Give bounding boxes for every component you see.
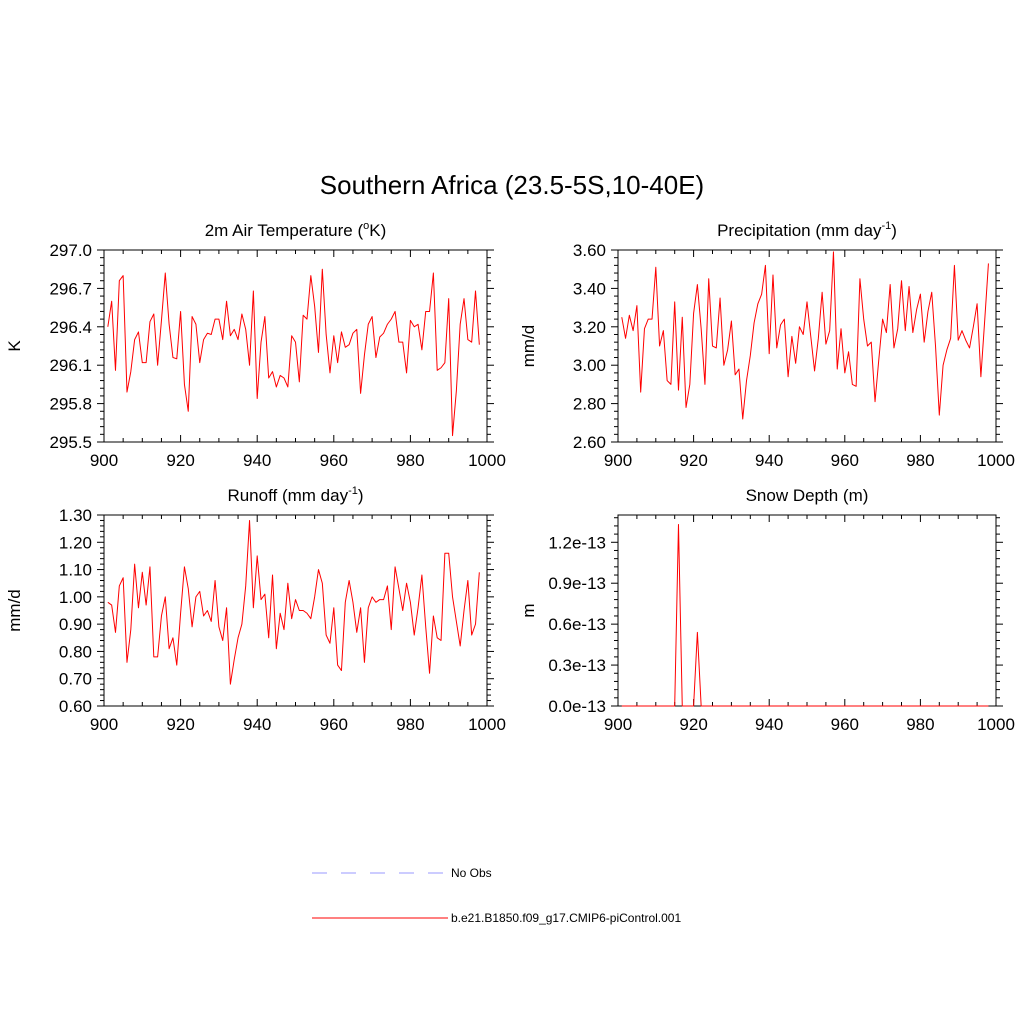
y-tick-label: 295.8 <box>49 395 92 414</box>
panel-title-suffix: ) <box>891 221 897 240</box>
panel-title-superscript: o <box>363 220 369 232</box>
y-tick-label: 2.80 <box>573 395 606 414</box>
series-line <box>621 251 989 420</box>
y-tick-label: 2.60 <box>573 433 606 452</box>
y-tick-label: 0.6e-13 <box>548 615 606 634</box>
y-tick-label: 0.90 <box>59 615 92 634</box>
x-tick-label: 900 <box>604 715 632 734</box>
x-tick-label: 960 <box>320 715 348 734</box>
y-tick-label: 297.0 <box>49 241 92 260</box>
panel-runoff: Runoff (mm day-1) mm/d 900 920 940 960 980 1000… <box>5 485 506 734</box>
x-tick-label: 900 <box>90 715 118 734</box>
panel-title-suffix: K) <box>369 221 386 240</box>
x-tick-label: 920 <box>679 451 707 470</box>
y-tick-label: 0.70 <box>59 670 92 689</box>
series-line <box>107 268 480 437</box>
x-tick-label: 1000 <box>977 715 1015 734</box>
x-tick-label: 960 <box>831 451 859 470</box>
y-axis-label: K <box>5 340 24 352</box>
y-tick-label: 1.2e-13 <box>548 533 606 552</box>
series-line <box>107 519 480 685</box>
y-tick-label: 0.9e-13 <box>548 574 606 593</box>
x-tick-label: 1000 <box>468 715 506 734</box>
panel-title: Snow Depth (m) <box>746 486 869 505</box>
x-tick-label: 920 <box>166 451 194 470</box>
panel-title-superscript: -1 <box>348 485 358 497</box>
panel-temperature: 2m Air Temperature (oK) K 900 920 940 960 980 1… <box>5 220 506 470</box>
panel-title: Precipitation (mm day-1) <box>717 220 897 240</box>
x-tick-label: 980 <box>396 451 424 470</box>
legend-obs-label: No Obs <box>451 866 492 880</box>
x-tick-label: 980 <box>906 715 934 734</box>
panel-title: Runoff (mm day-1) <box>227 485 363 505</box>
y-axis-label: m <box>519 603 538 617</box>
y-tick-label: 296.4 <box>49 318 92 337</box>
panel-snow-depth: Snow Depth (m) m 900 920 940 960 980 1000 0.0e-1… <box>519 486 1015 734</box>
y-tick-label: 3.60 <box>573 241 606 260</box>
x-tick-label: 960 <box>831 715 859 734</box>
panel-title-text: Precipitation (mm day <box>717 221 882 240</box>
y-tick-label: 0.3e-13 <box>548 656 606 675</box>
panel-title-superscript: -1 <box>881 220 891 232</box>
x-tick-label: 920 <box>166 715 194 734</box>
legend-model-label: b.e21.B1850.f09_g17.CMIP6-piControl.001 <box>451 911 681 925</box>
x-tick-label: 980 <box>906 451 934 470</box>
x-tick-label: 960 <box>320 451 348 470</box>
y-tick-label: 1.30 <box>59 506 92 525</box>
panel-title-suffix: ) <box>358 486 364 505</box>
y-tick-label: 3.20 <box>573 318 606 337</box>
x-tick-label: 1000 <box>468 451 506 470</box>
x-tick-label: 900 <box>604 451 632 470</box>
panel-title-text: Runoff (mm day <box>227 486 348 505</box>
figure-title: Southern Africa (23.5-5S,10-40E) <box>320 170 704 200</box>
series-line <box>621 524 989 707</box>
x-tick-label: 1000 <box>977 451 1015 470</box>
y-axis-label: mm/d <box>519 325 538 368</box>
panel-title-text: 2m Air Temperature ( <box>205 221 364 240</box>
panel-precipitation: Precipitation (mm day-1) mm/d 900 920 940 960… <box>519 220 1015 470</box>
y-tick-label: 296.7 <box>49 279 92 298</box>
x-tick-label: 900 <box>90 451 118 470</box>
panel-title-text: Snow Depth (m) <box>746 486 869 505</box>
y-tick-label: 295.5 <box>49 433 92 452</box>
y-tick-label: 1.20 <box>59 533 92 552</box>
x-tick-label: 920 <box>679 715 707 734</box>
y-tick-label: 296.1 <box>49 356 92 375</box>
legend: No Obs b.e21.B1850.f09_g17.CMIP6-piContr… <box>312 866 681 925</box>
y-tick-label: 3.00 <box>573 356 606 375</box>
panel-title: 2m Air Temperature (oK) <box>205 220 387 240</box>
y-tick-label: 0.60 <box>59 697 92 716</box>
y-tick-label: 0.0e-13 <box>548 697 606 716</box>
y-tick-label: 0.80 <box>59 642 92 661</box>
x-tick-label: 940 <box>243 715 271 734</box>
x-tick-label: 940 <box>755 451 783 470</box>
x-tick-label: 980 <box>396 715 424 734</box>
y-tick-label: 1.00 <box>59 588 92 607</box>
y-tick-label: 3.40 <box>573 279 606 298</box>
y-axis-label: mm/d <box>5 589 24 632</box>
x-tick-label: 940 <box>243 451 271 470</box>
x-tick-label: 940 <box>755 715 783 734</box>
y-tick-label: 1.10 <box>59 561 92 580</box>
